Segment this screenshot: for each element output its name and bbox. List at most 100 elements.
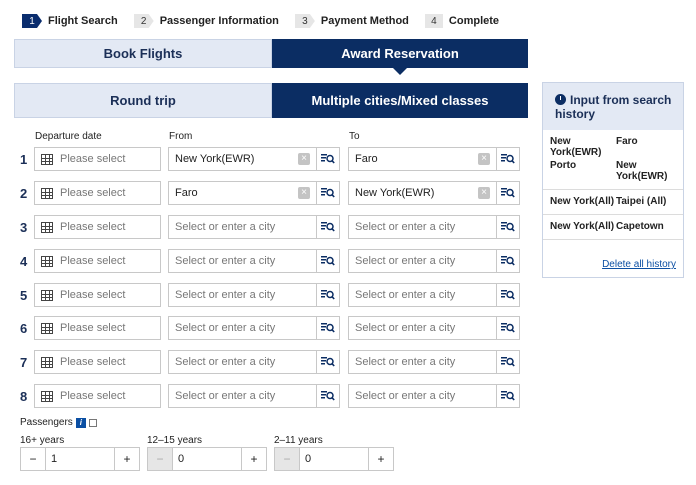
- external-link-icon[interactable]: [88, 418, 97, 427]
- departure-date-field[interactable]: Please select: [34, 384, 161, 408]
- history-search-icon[interactable]: [316, 182, 339, 204]
- history-destination: Faro: [616, 136, 638, 147]
- from-label: From: [169, 131, 193, 142]
- history-search-icon[interactable]: [496, 284, 519, 306]
- to-city-input[interactable]: Select or enter a city: [349, 284, 496, 306]
- to-city-input[interactable]: Select or enter a city: [349, 351, 496, 373]
- history-search-icon[interactable]: [316, 148, 339, 170]
- to-city-input[interactable]: Select or enter a city: [349, 317, 496, 339]
- date-placeholder: Please select: [60, 356, 126, 368]
- history-search-icon[interactable]: [316, 250, 339, 272]
- progress-steps: 1 Flight Search 2 Passenger Information …: [22, 13, 515, 29]
- increment-button[interactable]: +: [377, 452, 385, 466]
- history-search-icon[interactable]: [316, 385, 339, 407]
- calendar-icon: [41, 153, 53, 165]
- to-city-input[interactable]: Faro ×: [349, 148, 496, 170]
- to-city-value: Select or enter a city: [355, 322, 456, 334]
- clear-icon[interactable]: ×: [298, 153, 310, 165]
- to-city-field: Select or enter a city: [348, 215, 520, 239]
- history-search-icon[interactable]: [496, 317, 519, 339]
- from-city-value: Select or enter a city: [175, 356, 276, 368]
- date-placeholder: Please select: [60, 221, 126, 233]
- tab-award-reservation[interactable]: Award Reservation: [272, 39, 528, 75]
- to-city-field: New York(EWR) ×: [348, 181, 520, 205]
- history-search-icon[interactable]: [316, 284, 339, 306]
- clear-icon[interactable]: ×: [478, 153, 490, 165]
- to-city-input[interactable]: Select or enter a city: [349, 385, 496, 407]
- from-city-input[interactable]: Select or enter a city: [169, 250, 316, 272]
- increment-button[interactable]: +: [123, 452, 131, 466]
- history-search-icon[interactable]: [496, 216, 519, 238]
- to-city-value: Select or enter a city: [355, 390, 456, 402]
- departure-date-field[interactable]: Please select: [34, 316, 161, 340]
- age-label-child: 2–11 years: [274, 435, 323, 446]
- step-number: 2: [133, 14, 154, 28]
- info-icon[interactable]: i: [75, 417, 86, 428]
- from-city-input[interactable]: Select or enter a city: [169, 385, 316, 407]
- step-label: Flight Search: [48, 15, 118, 27]
- adult-count[interactable]: 1: [45, 448, 115, 470]
- trip-type-tabs: Round trip Multiple cities/Mixed classes: [14, 83, 528, 118]
- history-item[interactable]: New York(EWR) Faro Porto New York(EWR): [543, 130, 683, 190]
- to-city-value: Select or enter a city: [355, 221, 456, 233]
- history-search-icon[interactable]: [496, 385, 519, 407]
- from-city-input[interactable]: Select or enter a city: [169, 216, 316, 238]
- from-city-field: Select or enter a city: [168, 249, 340, 273]
- decrement-button[interactable]: −: [275, 448, 299, 470]
- row-number: 2: [20, 186, 28, 201]
- clear-icon[interactable]: ×: [478, 187, 490, 199]
- delete-all-history-link[interactable]: Delete all history: [602, 259, 676, 270]
- departure-date-field[interactable]: Please select: [34, 181, 161, 205]
- row-number: 5: [20, 288, 28, 303]
- departure-date-field[interactable]: Please select: [34, 350, 161, 374]
- decrement-button[interactable]: −: [29, 452, 37, 466]
- from-city-input[interactable]: Select or enter a city: [169, 284, 316, 306]
- row-number: 8: [20, 389, 28, 404]
- history-search-icon[interactable]: [496, 250, 519, 272]
- tab-book-flights[interactable]: Book Flights: [14, 39, 272, 68]
- tab-multiple-cities[interactable]: Multiple cities/Mixed classes: [272, 83, 528, 118]
- increment-button[interactable]: +: [250, 452, 258, 466]
- departure-date-field[interactable]: Please select: [34, 249, 161, 273]
- date-placeholder: Please select: [60, 322, 126, 334]
- from-city-input[interactable]: Select or enter a city: [169, 317, 316, 339]
- history-search-icon[interactable]: [316, 216, 339, 238]
- from-city-value: Select or enter a city: [175, 255, 276, 267]
- date-placeholder: Please select: [60, 289, 126, 301]
- booking-tabs: Book Flights Award Reservation: [14, 39, 528, 75]
- from-city-value: Select or enter a city: [175, 289, 276, 301]
- tab-round-trip[interactable]: Round trip: [14, 83, 272, 118]
- history-item[interactable]: New York(All) Taipei (All): [543, 190, 683, 215]
- from-city-input[interactable]: Select or enter a city: [169, 351, 316, 373]
- from-city-field: Select or enter a city: [168, 215, 340, 239]
- decrement-button[interactable]: −: [148, 448, 172, 470]
- clear-icon[interactable]: ×: [298, 187, 310, 199]
- departure-date-field[interactable]: Please select: [34, 147, 161, 171]
- child-count[interactable]: 0: [299, 448, 369, 470]
- history-search-icon[interactable]: [496, 182, 519, 204]
- from-city-input[interactable]: Faro ×: [169, 182, 316, 204]
- to-label: To: [349, 131, 360, 142]
- departure-date-field[interactable]: Please select: [34, 283, 161, 307]
- history-search-icon[interactable]: [496, 351, 519, 373]
- calendar-icon: [41, 221, 53, 233]
- from-city-field: Select or enter a city: [168, 350, 340, 374]
- history-search-icon[interactable]: [496, 148, 519, 170]
- history-origin: New York(All): [550, 196, 615, 207]
- to-city-input[interactable]: Select or enter a city: [349, 216, 496, 238]
- from-city-input[interactable]: New York(EWR) ×: [169, 148, 316, 170]
- to-city-input[interactable]: Select or enter a city: [349, 250, 496, 272]
- passengers-label: Passengers i: [20, 417, 97, 428]
- to-city-input[interactable]: New York(EWR) ×: [349, 182, 496, 204]
- to-city-value: Select or enter a city: [355, 289, 456, 301]
- history-route: New York(All) Taipei (All): [550, 196, 677, 207]
- step-label: Payment Method: [320, 15, 409, 27]
- history-item[interactable]: New York(All) Capetown: [543, 215, 683, 240]
- history-search-icon[interactable]: [316, 317, 339, 339]
- from-city-field: Select or enter a city: [168, 316, 340, 340]
- youth-count[interactable]: 0: [172, 448, 242, 470]
- history-origin: New York(EWR): [550, 136, 602, 158]
- row-number: 1: [20, 152, 28, 167]
- departure-date-field[interactable]: Please select: [34, 215, 161, 239]
- history-search-icon[interactable]: [316, 351, 339, 373]
